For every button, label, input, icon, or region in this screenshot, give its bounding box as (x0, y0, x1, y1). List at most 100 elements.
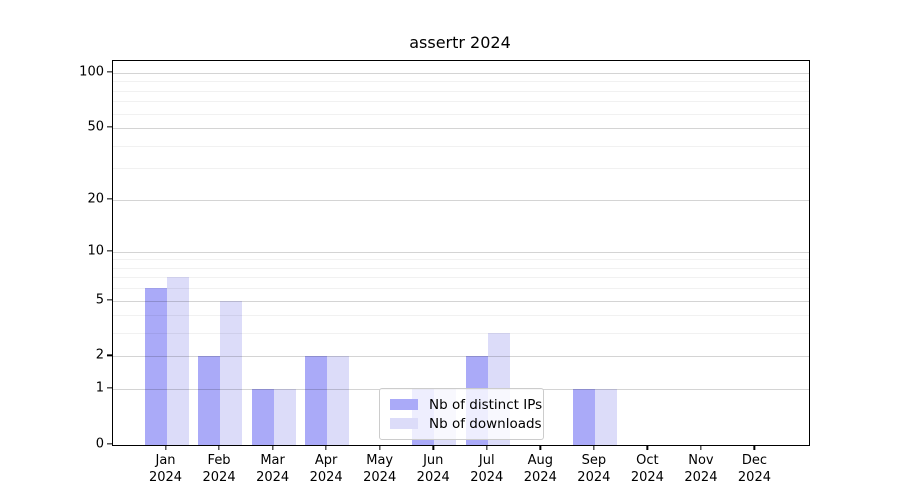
chart-title: assertr 2024 (409, 33, 511, 52)
x-axis-tick-label: Aug 2024 (508, 452, 572, 486)
x-axis-tick (271, 445, 274, 450)
y-axis-tick-label: 10 (87, 243, 104, 259)
bar-ips-apr (305, 356, 328, 445)
x-axis-year: 2024 (416, 470, 450, 485)
x-axis-tick-label: Feb 2024 (187, 452, 251, 486)
x-axis-month: Apr (314, 453, 338, 468)
bar-downloads-mar (273, 389, 296, 445)
gridline-minor (113, 81, 809, 83)
x-axis-year: 2024 (256, 470, 290, 485)
legend-label: Nb of distinct IPs (429, 396, 543, 413)
x-axis-month: Oct (636, 453, 659, 468)
gridline-minor (113, 315, 809, 317)
bar-ips-feb (198, 356, 221, 445)
y-axis-tick (107, 71, 112, 73)
x-axis-tick-label: May 2024 (348, 452, 412, 486)
x-axis-year: 2024 (148, 470, 183, 485)
y-axis-tick-label: 5 (95, 292, 104, 308)
x-axis-tick (700, 445, 702, 450)
x-axis-tick (646, 445, 649, 450)
x-axis-tick (593, 445, 595, 450)
bar-ips-sep (572, 389, 595, 445)
x-axis-year: 2024 (363, 470, 397, 485)
legend-swatch-distinct-ips (390, 399, 418, 410)
gridline-minor (113, 333, 809, 335)
x-axis-month: Jan (155, 453, 176, 468)
y-axis-tick (107, 354, 112, 357)
y-axis-tick (107, 126, 112, 128)
gridline-minor (113, 145, 809, 147)
bar-downloads-jan (166, 277, 189, 445)
x-axis-tick (486, 445, 488, 450)
bar-downloads-sep (594, 389, 617, 445)
x-axis-tick-label: Oct 2024 (615, 452, 679, 486)
legend-label: Nb of downloads (429, 415, 542, 432)
legend-swatch-downloads (390, 418, 418, 429)
y-axis-tick (107, 250, 112, 252)
gridline-minor (113, 113, 809, 115)
x-axis-tick (325, 445, 327, 450)
x-axis-year: 2024 (470, 470, 504, 485)
legend: Nb of distinct IPs Nb of downloads (379, 388, 544, 440)
gridline-minor (113, 168, 809, 170)
y-axis-tick-label: 0 (95, 436, 104, 452)
x-axis-month: Dec (741, 453, 768, 468)
gridline-major (113, 300, 809, 302)
x-axis-month: Aug (527, 453, 553, 468)
gridline-minor (113, 288, 809, 290)
gridline-minor (113, 277, 809, 279)
x-axis-tick (164, 445, 167, 450)
legend-item-distinct-ips: Nb of distinct IPs (390, 396, 542, 413)
gridline-major (113, 72, 809, 74)
x-axis-tick-label: Sep 2024 (562, 452, 626, 486)
y-axis-tick-label: 1 (95, 380, 104, 396)
x-axis-year: 2024 (684, 470, 718, 485)
y-axis-tick-label: 100 (79, 64, 104, 80)
gridline-major (113, 356, 809, 358)
x-axis-tick (753, 445, 756, 450)
y-axis-tick (107, 197, 112, 200)
bar-ips-jan (144, 288, 167, 445)
x-axis-month: Mar (260, 453, 285, 468)
x-axis-tick (432, 445, 434, 450)
x-axis-month: Jun (423, 453, 444, 468)
gridline-major (113, 251, 809, 253)
x-axis-tick-label: Jan 2024 (134, 452, 198, 486)
gridline-major (113, 127, 809, 129)
x-axis-month: Nov (688, 453, 714, 468)
y-axis-tick (107, 387, 112, 389)
x-axis-tick-label: Mar 2024 (241, 452, 305, 486)
x-axis-tick-label: Jun 2024 (401, 452, 465, 486)
x-axis-tick-label: Apr 2024 (294, 452, 358, 486)
legend-item-downloads: Nb of downloads (390, 415, 542, 432)
y-axis-tick-label: 50 (87, 119, 104, 135)
x-axis-month: Jul (478, 453, 495, 468)
x-axis-year: 2024 (737, 470, 771, 485)
x-axis-year: 2024 (523, 470, 557, 485)
gridline-minor (113, 267, 809, 269)
gridline-minor (113, 90, 809, 92)
x-axis-month: May (366, 453, 394, 468)
gridline-minor (113, 259, 809, 261)
y-axis-tick-label: 2 (95, 347, 104, 363)
gridline-minor (113, 101, 809, 103)
x-axis-tick-label: Nov 2024 (669, 452, 733, 486)
x-axis-month: Feb (207, 453, 231, 468)
x-axis-year: 2024 (309, 470, 343, 485)
y-axis-tick (107, 298, 112, 301)
x-axis-tick-label: Dec 2024 (722, 452, 786, 486)
bar-ips-mar (251, 389, 274, 445)
y-axis-tick (107, 443, 112, 445)
x-axis-year: 2024 (202, 470, 236, 485)
x-axis-tick (379, 445, 381, 450)
x-axis-month: Sep (581, 453, 607, 468)
gridline-major (113, 199, 809, 201)
x-axis-year: 2024 (630, 470, 664, 485)
bar-downloads-feb (220, 300, 243, 445)
x-axis-tick-label: Jul 2024 (455, 452, 519, 486)
bar-downloads-apr (327, 356, 350, 445)
y-axis-tick-label: 20 (87, 191, 104, 207)
x-axis-tick (539, 445, 541, 450)
x-axis-year: 2024 (577, 470, 611, 485)
